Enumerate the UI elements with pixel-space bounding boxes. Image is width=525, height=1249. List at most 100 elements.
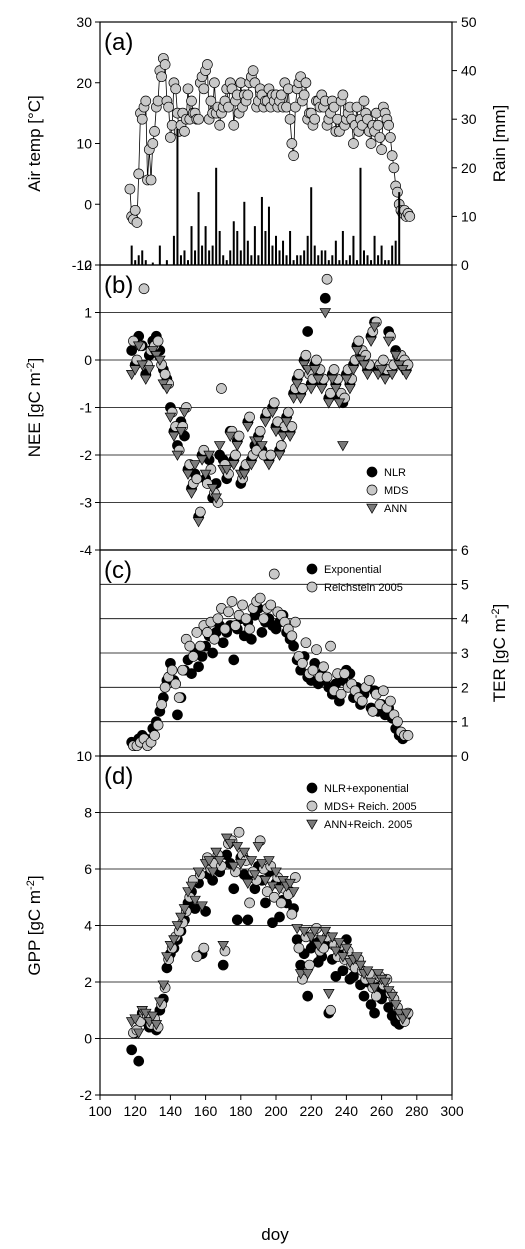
point-ann-reich-2005 xyxy=(324,989,334,998)
rain-bar xyxy=(307,236,309,265)
y-tick-label: -2 xyxy=(80,1087,93,1103)
rain-bar xyxy=(395,241,397,265)
rain-bar xyxy=(391,246,393,265)
point-mds-reich-2005 xyxy=(245,898,255,908)
rain-bar xyxy=(166,260,168,265)
point-reichstein-2005 xyxy=(160,682,170,692)
rain-bar xyxy=(335,241,337,265)
point-reichstein-2005 xyxy=(150,730,160,740)
temp-point xyxy=(134,169,144,179)
x-tick-label: 180 xyxy=(229,1103,253,1119)
temp-point xyxy=(287,139,297,149)
point-reichstein-2005 xyxy=(153,720,163,730)
panel-4: -2 0 2 4 6 8 10 NLR+exponential MDS+ Reich. 2005… xyxy=(76,748,452,1103)
panel-label: (c) xyxy=(104,557,132,584)
point-ann xyxy=(338,442,348,451)
point-ann-reich-2005 xyxy=(253,843,263,852)
point-reichstein-2005 xyxy=(311,645,321,655)
temp-point xyxy=(243,90,253,100)
point-nlr-exponential xyxy=(359,991,369,1001)
point-mds xyxy=(301,350,311,360)
legend-marker xyxy=(307,564,317,574)
point-mds-reich-2005 xyxy=(287,909,297,919)
rain-bar xyxy=(289,231,291,265)
y-tick-label: 4 xyxy=(84,918,92,934)
rain-bar xyxy=(271,246,273,265)
rain-bar xyxy=(275,236,277,265)
point-reichstein-2005 xyxy=(322,672,332,682)
legend-marker xyxy=(307,801,317,811)
panel-3: 0123456ExponentialReichstein 2005(c) xyxy=(100,542,469,764)
rain-bar xyxy=(219,231,221,265)
legend-marker xyxy=(307,820,317,829)
point-reichstein-2005 xyxy=(220,624,230,634)
rain-bar xyxy=(240,250,242,265)
point-exponential xyxy=(246,634,256,644)
x-tick-label: 220 xyxy=(300,1103,324,1119)
point-ann xyxy=(383,337,393,346)
point-ann xyxy=(366,337,376,346)
point-reichstein-2005 xyxy=(241,614,251,624)
point-mds-reich-2005 xyxy=(192,952,202,962)
point-mds xyxy=(160,369,170,379)
point-reichstein-2005 xyxy=(227,597,237,607)
point-reichstein-2005 xyxy=(255,593,265,603)
y-tick-label: -2 xyxy=(80,447,93,463)
rain-bar xyxy=(314,246,316,265)
temp-point xyxy=(289,151,299,161)
temp-point xyxy=(130,205,140,215)
rain-bar xyxy=(173,236,175,265)
rain-bar xyxy=(261,197,263,265)
x-tick-label: 200 xyxy=(264,1103,288,1119)
point-ann xyxy=(324,399,334,408)
temp-point xyxy=(164,102,174,112)
legend-marker xyxy=(367,467,377,477)
point-reichstein-2005 xyxy=(357,696,367,706)
y-tick-label: 10 xyxy=(76,748,92,764)
temp-point xyxy=(148,139,158,149)
rain-bar xyxy=(282,241,284,265)
point-nlr-exponential xyxy=(303,991,313,1001)
point-reichstein-2005 xyxy=(301,638,311,648)
point-mds xyxy=(354,336,364,346)
point-ann xyxy=(295,394,305,403)
temp-point xyxy=(387,151,397,161)
point-mds xyxy=(283,407,293,417)
point-reichstein-2005 xyxy=(392,717,402,727)
temp-point xyxy=(160,60,170,70)
point-exponential xyxy=(289,641,299,651)
rain-bar xyxy=(345,260,347,265)
rain-bar xyxy=(342,231,344,265)
rain-bar xyxy=(363,250,365,265)
point-nlr-exponential xyxy=(127,1045,137,1055)
panel-2: -4 -3 -2 -1 0 1 2 NLR MDS ANN (b) xyxy=(80,257,452,558)
y-tick-label: 0 xyxy=(84,196,92,212)
rain-bar xyxy=(324,250,326,265)
point-reichstein-2005 xyxy=(171,679,181,689)
point-ann xyxy=(243,423,253,432)
temp-point xyxy=(373,120,383,130)
rain-bar xyxy=(328,260,330,265)
legend: NLR+exponential MDS+ Reich. 2005 ANN+Reich… xyxy=(307,783,417,831)
point-reichstein-2005 xyxy=(385,696,395,706)
point-ann xyxy=(214,442,224,451)
point-ann xyxy=(186,489,196,498)
point-mds-reich-2005 xyxy=(294,943,304,953)
point-reichstein-2005 xyxy=(269,569,279,579)
point-reichstein-2005 xyxy=(174,693,184,703)
temp-point xyxy=(194,114,204,124)
rain-bar xyxy=(243,202,245,265)
point-reichstein-2005 xyxy=(157,700,167,710)
temp-point xyxy=(375,132,385,142)
legend-marker xyxy=(307,783,317,793)
temp-point xyxy=(385,132,395,142)
point-mds xyxy=(231,450,241,460)
temp-point xyxy=(359,96,369,106)
point-reichstein-2005 xyxy=(213,614,223,624)
point-exponential xyxy=(229,655,239,665)
point-ann xyxy=(380,375,390,384)
rain-bar xyxy=(296,255,298,265)
y-tick-label: 6 xyxy=(84,861,92,877)
point-ann xyxy=(169,432,179,441)
rain-bar xyxy=(145,260,147,265)
